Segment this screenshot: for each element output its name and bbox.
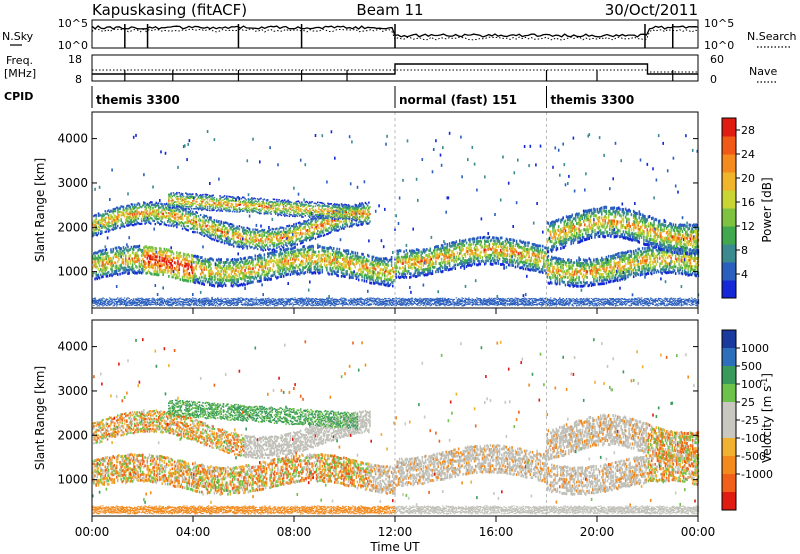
beam-title: Beam 11 (356, 1, 423, 19)
power-ytick-label: 2000 (57, 220, 88, 234)
velocity-colorbar-swatch (722, 348, 736, 367)
time-axis-label: Time UT (369, 540, 420, 554)
velocity-colorbar-tick: 500 (741, 360, 762, 373)
power-ylabel: Slant Range [km] (33, 158, 47, 262)
noise-left-tick-bottom: 10^0 (58, 39, 88, 52)
freq-right-label: Nave (749, 65, 777, 78)
power-colorbar-swatch (722, 118, 736, 137)
cpid-segment-label: themis 3300 (551, 93, 635, 107)
velocity-ytick-label: 1000 (57, 473, 88, 487)
freq-left-tick-bottom: 8 (75, 73, 82, 86)
time-tick-label: 04:00 (176, 525, 211, 539)
velocity-colorbar-swatch (722, 456, 736, 475)
velocity-ytick-label: 3000 (57, 384, 88, 398)
freq-left-label-1: Freq. (6, 54, 33, 67)
velocity-colorbar-tick: 1000 (741, 342, 769, 355)
time-axis: 00:00 04:00 08:00 12:00 16:00 20:00 00:00 Time… (75, 308, 716, 554)
velocity-colorbar-label: Velocity [m s-1] (760, 373, 775, 463)
station-title: Kapuskasing (fitACF) (92, 1, 247, 19)
velocity-colorbar-tick: 100 (741, 378, 762, 391)
time-tick-label: 00:00 (75, 525, 110, 539)
noise-left-tick-top: 10^5 (58, 17, 88, 30)
power-ytick-label: 3000 (57, 176, 88, 190)
power-colorbar-swatch (722, 226, 736, 245)
time-tick-label: 00:00 (681, 525, 716, 539)
noise-panel: N.Sky 10^5 10^0 10^5 10^0 N.Search (2, 17, 797, 52)
date-title: 30/Oct/2011 (605, 1, 698, 19)
noise-right-tick-top: 10^5 (704, 17, 734, 30)
velocity-colorbar-tick: -1000 (741, 468, 773, 481)
power-colorbar-swatch (722, 136, 736, 155)
power-colorbar-tick: 24 (741, 148, 755, 161)
freq-left-label-2: [MHz] (4, 67, 36, 80)
velocity-ytick-label: 4000 (57, 340, 88, 354)
velocity-colorbar-tick: -25 (741, 414, 759, 427)
freq-left-tick-top: 18 (68, 53, 82, 66)
power-colorbar-tick: 4 (741, 268, 748, 281)
velocity-colorbar-swatch (722, 420, 736, 439)
power-colorbar-tick: 20 (741, 172, 755, 185)
time-tick-label: 12:00 (378, 525, 413, 539)
velocity-colorbar-swatch (722, 366, 736, 385)
velocity-ytick-label: 2000 (57, 428, 88, 442)
velocity-colorbar-swatch (722, 474, 736, 493)
power-ytick-label: 1000 (57, 265, 88, 279)
power-colorbar-swatch (722, 190, 736, 209)
velocity-colorbar-swatch (722, 438, 736, 457)
noise-right-tick-bottom: 10^0 (704, 39, 734, 52)
velocity-ylabel: Slant Range [km] (33, 366, 47, 470)
velocity-colorbar-swatch (722, 402, 736, 421)
power-colorbar-swatch (722, 280, 736, 299)
time-tick-label: 16:00 (479, 525, 514, 539)
freq-right-tick-bottom: 0 (710, 73, 717, 86)
velocity-panel: Slant Range [km] 1000 2000 3000 4000 (33, 319, 700, 517)
time-tick-label: 08:00 (277, 525, 312, 539)
time-tick-label: 20:00 (580, 525, 615, 539)
velocity-colorbar: 1000 500 100 25 -25 -100 -500 -1000 Velocity [m… (721, 329, 775, 511)
freq-panel: Freq. [MHz] 18 8 60 0 Nave (4, 53, 777, 86)
velocity-colorbar-tick: 25 (741, 396, 755, 409)
velocity-colorbar-swatch (722, 492, 736, 511)
power-colorbar-swatch (722, 244, 736, 263)
power-panel: Slant Range [km] 1000 2000 3000 4000 (33, 111, 700, 309)
velocity-colorbar-swatch (722, 330, 736, 349)
noise-right-label: N.Search (747, 30, 797, 43)
power-colorbar-label: Power [dB] (760, 177, 774, 242)
power-colorbar-tick: 12 (741, 220, 755, 233)
power-ytick-label: 4000 (57, 132, 88, 146)
power-colorbar-tick: 28 (741, 124, 755, 137)
velocity-colorbar-tick: -500 (741, 450, 766, 463)
power-colorbar-swatch (722, 262, 736, 281)
freq-right-tick-top: 60 (710, 53, 724, 66)
velocity-colorbar-tick: -100 (741, 432, 766, 445)
noise-left-label: N.Sky (2, 30, 34, 43)
power-colorbar-swatch (722, 208, 736, 227)
power-colorbar-swatch (722, 154, 736, 173)
cpid-segment-label: themis 3300 (96, 93, 180, 107)
cpid-segment-label: normal (fast) 151 (399, 93, 517, 107)
power-colorbar-tick: 8 (741, 244, 748, 257)
cpid-label: CPID (4, 90, 33, 103)
power-colorbar-swatch (722, 172, 736, 191)
power-colorbar-tick: 16 (741, 196, 755, 209)
velocity-colorbar-swatch (722, 384, 736, 403)
power-colorbar: 4 8 12 16 20 24 28 Power [dB] (721, 117, 774, 299)
cpid-row: CPID themis 3300 normal (fast) 151 themis … (4, 86, 634, 108)
